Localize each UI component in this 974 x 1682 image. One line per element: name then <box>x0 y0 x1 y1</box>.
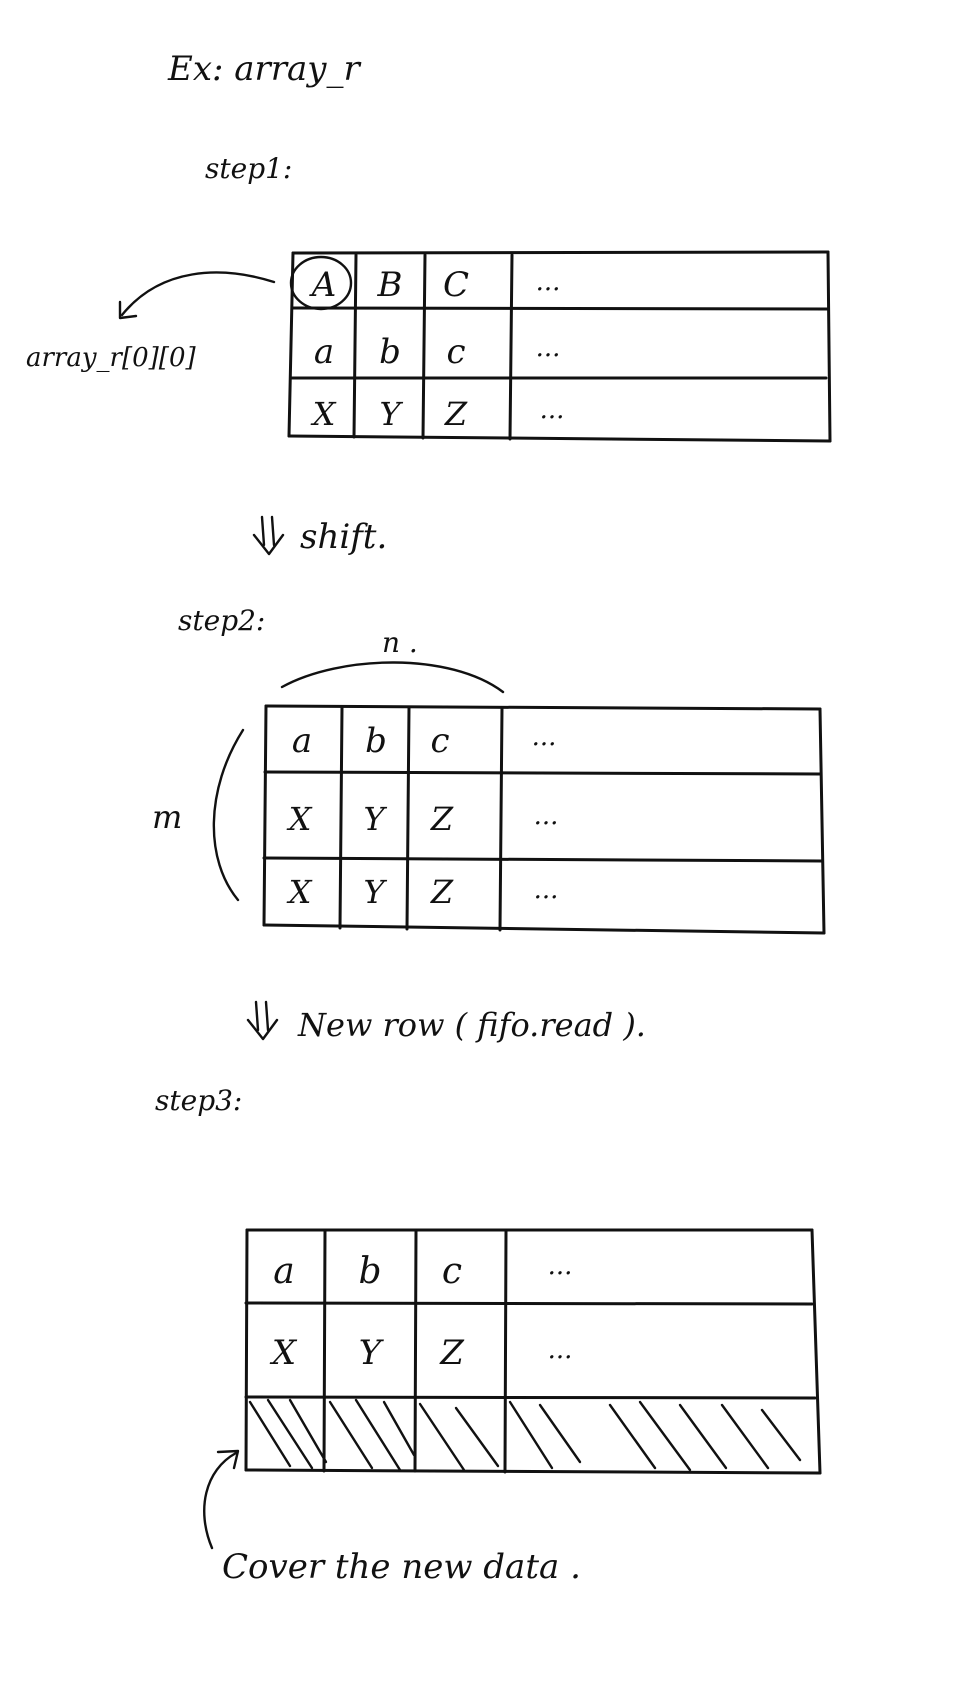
table-cell: ... <box>536 267 561 297</box>
rows-brace <box>212 728 245 902</box>
pointer-arrowhead <box>118 300 138 320</box>
table-cell: X <box>269 1333 298 1373</box>
step3-label: step3: <box>155 1084 242 1117</box>
columns-brace <box>280 661 505 694</box>
table-cell: a <box>292 721 312 761</box>
table-cell: B <box>377 265 403 305</box>
table-cell: b <box>365 721 387 761</box>
step1-label: step1: <box>205 152 292 185</box>
table-cell: ... <box>540 395 565 425</box>
step2-cells: a b c ... X Y Z ... X Y Z ... <box>286 721 559 911</box>
m-label: m <box>152 798 182 836</box>
table-cell: X <box>310 395 337 433</box>
table-cell: Z <box>430 873 454 911</box>
step1-cells: A B C ... a b c ... X Y Z ... <box>309 265 565 433</box>
table-cell: ... <box>548 1251 573 1281</box>
cover-arrowhead <box>216 1449 240 1470</box>
step2-table <box>262 704 826 935</box>
table-cell: X <box>286 800 313 838</box>
table-cell: Y <box>363 800 387 838</box>
table-cell: ... <box>534 801 559 831</box>
table-cell: Y <box>363 873 387 911</box>
shift-label: shift. <box>300 517 387 557</box>
cover-label: Cover the new data . <box>222 1547 581 1587</box>
page-title: Ex: array_r <box>167 49 362 89</box>
pointer-arrow <box>120 271 276 317</box>
double-down-arrow-icon <box>252 515 285 556</box>
n-label: n . <box>382 626 418 659</box>
table-cell: c <box>442 1251 462 1292</box>
table-cell: ... <box>536 333 561 363</box>
table-cell: C <box>443 265 469 305</box>
step1-table <box>287 250 832 443</box>
table-cell: b <box>379 332 401 372</box>
step3-cells: a b c ... X Y Z ... <box>269 1251 573 1373</box>
table-cell: ... <box>534 875 559 905</box>
table-cell: A <box>309 265 337 305</box>
table-cell: Z <box>439 1333 465 1373</box>
table-cell: a <box>314 332 334 372</box>
highlight-circle <box>289 255 353 311</box>
table-cell: c <box>430 721 449 761</box>
new-row-label: New row ( fifo.read ). <box>297 1006 646 1044</box>
double-down-arrow-icon <box>246 1000 279 1041</box>
table-cell: a <box>273 1251 294 1292</box>
step3-table <box>244 1228 822 1475</box>
table-cell: b <box>358 1251 381 1292</box>
cover-arrow <box>203 1451 238 1550</box>
table-cell: Y <box>379 395 403 433</box>
new-row-hatch <box>248 1398 802 1472</box>
table-cell: Y <box>359 1333 385 1373</box>
table-cell: Z <box>430 800 454 838</box>
table-cell: c <box>446 332 465 372</box>
table-cell: ... <box>532 722 557 752</box>
first-element-label: array_r[0][0] <box>26 343 196 373</box>
table-cell: Z <box>444 395 468 433</box>
table-cell: ... <box>548 1335 573 1365</box>
table-cell: X <box>286 873 313 911</box>
step2-label: step2: <box>178 604 265 637</box>
